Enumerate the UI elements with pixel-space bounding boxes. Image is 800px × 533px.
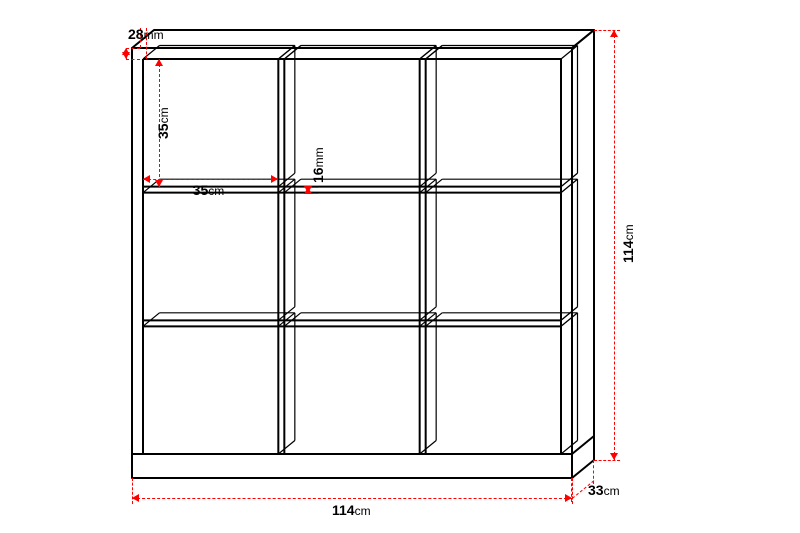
dim-depth-unit: cm [604, 484, 620, 498]
dim-top-thickness-unit: mm [144, 28, 164, 42]
dim-overall-height-value: 114 [620, 240, 636, 263]
dim-shelf-thickness-unit: mm [312, 147, 326, 167]
dim-shelf-thickness-value: 16 [310, 167, 326, 183]
dim-cell-height-unit: cm [157, 107, 171, 123]
dim-overall-height: 114cm [620, 224, 636, 263]
dim-overall-height-unit: cm [622, 224, 636, 240]
dim-cell-width-value: 35 [193, 182, 209, 198]
dim-depth-value: 33 [588, 482, 604, 498]
dim-cell-width-unit: cm [208, 184, 224, 198]
dim-overall-width-value: 114 [332, 502, 355, 518]
dim-overall-width: 114cm [332, 502, 371, 518]
shelf-drawing [130, 28, 596, 480]
dim-overall-width-unit: cm [355, 504, 371, 518]
dim-depth: 33cm [588, 482, 620, 498]
dim-top-thickness: 28mm [128, 26, 164, 42]
dim-cell-width: 35cm [193, 182, 225, 198]
dim-cell-height: 35cm [155, 107, 171, 139]
dim-shelf-thickness: 16mm [310, 147, 326, 183]
dim-top-thickness-value: 28 [128, 26, 144, 42]
diagram-stage: 114cm33cm114cm28mm35cm35cm16mm [0, 0, 800, 533]
dim-cell-height-value: 35 [155, 123, 171, 139]
